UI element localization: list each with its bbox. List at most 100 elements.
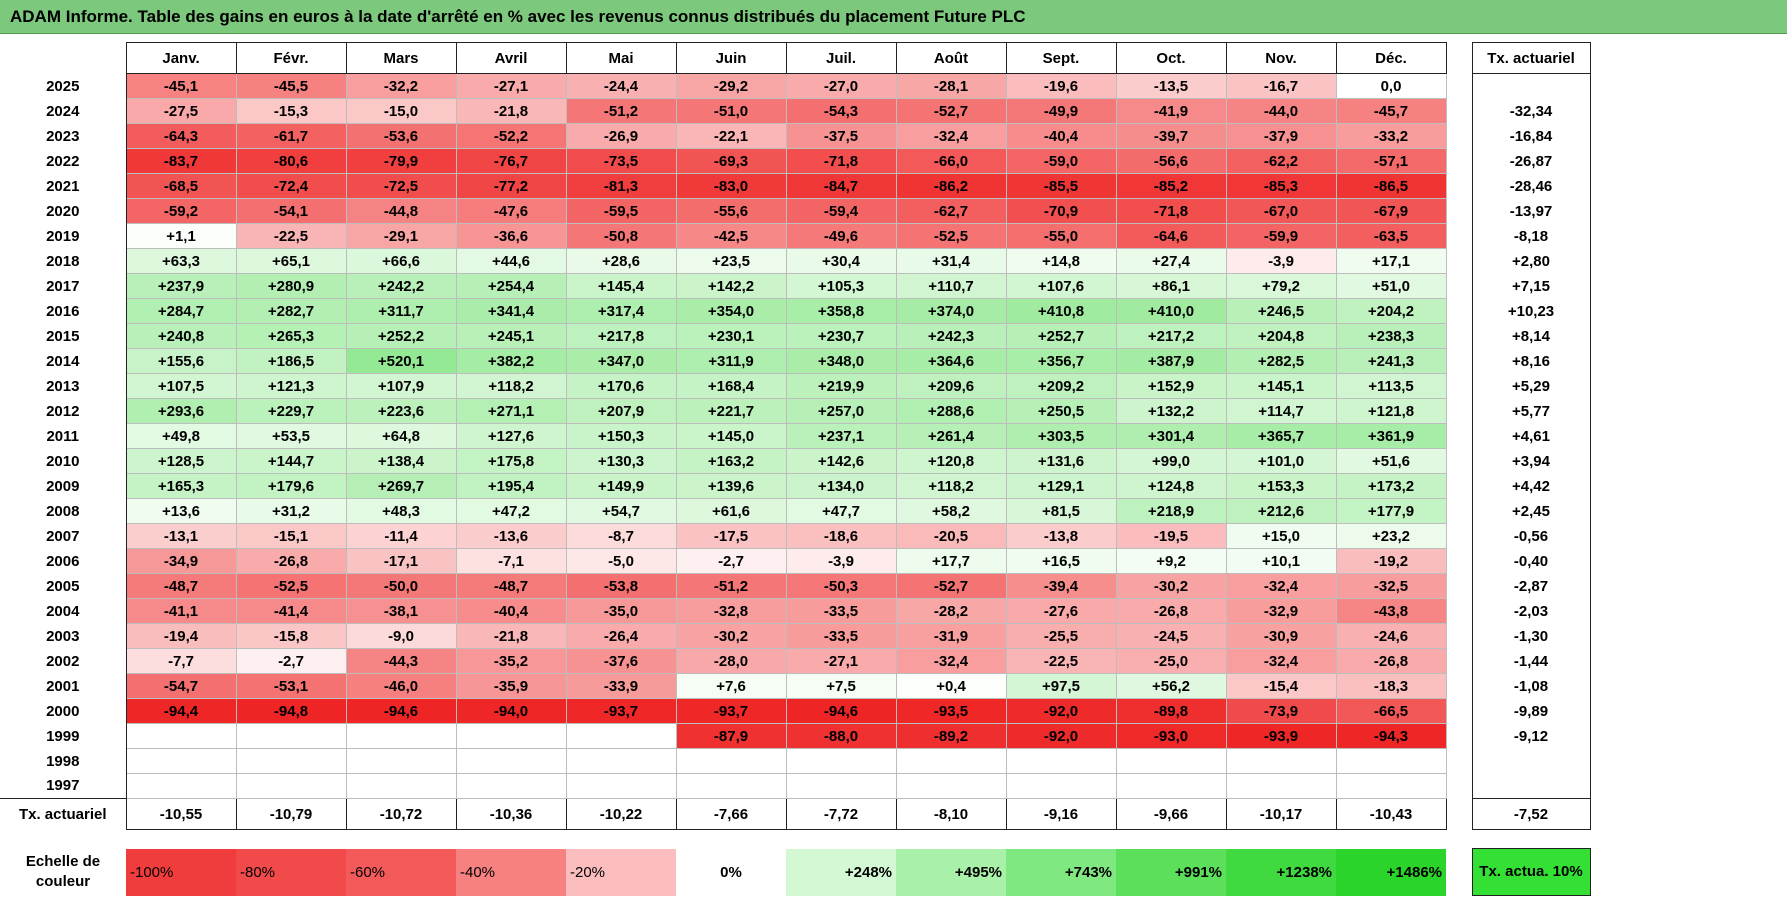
column-gap bbox=[1446, 773, 1472, 799]
heatmap-cell: -79,9 bbox=[345, 148, 457, 174]
year-label: 1997 bbox=[0, 773, 127, 799]
heatmap-cell: +139,6 bbox=[675, 473, 787, 499]
heatmap-cell: -85,5 bbox=[1005, 173, 1117, 199]
heatmap-cell: +229,7 bbox=[235, 398, 347, 424]
heatmap-cell: -54,7 bbox=[125, 673, 237, 699]
heatmap-cell: -35,9 bbox=[455, 673, 567, 699]
table-row: 2013 +107,5 +121,3 +107,9 +118,2 +170,6 +168,4… bbox=[0, 373, 1591, 399]
heatmap-cell: +150,3 bbox=[565, 423, 677, 449]
heatmap-cell: +1,1 bbox=[125, 223, 237, 249]
heatmap-cell: -52,2 bbox=[455, 123, 567, 149]
heatmap-cell: -59,0 bbox=[1005, 148, 1117, 174]
heatmap-cell: -27,1 bbox=[785, 648, 897, 674]
heatmap-cell: -46,0 bbox=[345, 673, 457, 699]
footer-rate-cell: -9,16 bbox=[1005, 798, 1117, 830]
heatmap-cell: -50,3 bbox=[785, 573, 897, 599]
heatmap-cell: +101,0 bbox=[1225, 448, 1337, 474]
heatmap-cell: -41,4 bbox=[235, 598, 347, 624]
column-gap bbox=[1446, 523, 1472, 549]
heatmap-cell: +142,2 bbox=[675, 273, 787, 299]
heatmap-cell: -93,0 bbox=[1115, 723, 1227, 749]
heatmap-cell: -28,1 bbox=[895, 73, 1007, 99]
year-label: 2022 bbox=[0, 148, 127, 174]
heatmap-cell: -93,7 bbox=[675, 698, 787, 724]
heatmap-cell: -19,5 bbox=[1115, 523, 1227, 549]
heatmap-cell: -86,5 bbox=[1335, 173, 1447, 199]
year-label: 2021 bbox=[0, 173, 127, 199]
heatmap-cell: +241,3 bbox=[1335, 348, 1447, 374]
heatmap-cell: -89,2 bbox=[895, 723, 1007, 749]
column-gap bbox=[1446, 548, 1472, 574]
footer-rate-cell: -10,43 bbox=[1335, 798, 1447, 830]
heatmap-cell: +382,2 bbox=[455, 348, 567, 374]
footer-row: Tx. actuariel -10,55 -10,79 -10,72 -10,36 -10… bbox=[0, 798, 1591, 830]
year-label: 2004 bbox=[0, 598, 127, 624]
column-gap bbox=[1446, 598, 1472, 624]
heatmap-cell: +361,9 bbox=[1335, 423, 1447, 449]
heatmap-cell: +374,0 bbox=[895, 298, 1007, 324]
heatmap-cell: -94,3 bbox=[1335, 723, 1447, 749]
heatmap-cell: -62,7 bbox=[895, 198, 1007, 224]
heatmap-cell: +155,6 bbox=[125, 348, 237, 374]
heatmap-cell: -37,6 bbox=[565, 648, 677, 674]
heatmap-cell: -26,9 bbox=[565, 123, 677, 149]
heatmap-cell: -87,9 bbox=[675, 723, 787, 749]
heatmap-cell: -22,5 bbox=[1005, 648, 1117, 674]
heatmap-cell: -83,0 bbox=[675, 173, 787, 199]
heatmap-cell: +31,4 bbox=[895, 248, 1007, 274]
heatmap-cell: +138,4 bbox=[345, 448, 457, 474]
legend-label: Echelle de couleur bbox=[25, 853, 101, 890]
heatmap-cell: -63,5 bbox=[1335, 223, 1447, 249]
heatmap-cell: +64,8 bbox=[345, 423, 457, 449]
year-label: 2011 bbox=[0, 423, 127, 449]
row-rate-cell: -32,34 bbox=[1471, 98, 1591, 124]
heatmap-cell: +16,5 bbox=[1005, 548, 1117, 574]
heatmap-cell: +107,5 bbox=[125, 373, 237, 399]
heatmap-cell: -37,5 bbox=[785, 123, 897, 149]
table-row: 2002 -7,7 -2,7 -44,3 -35,2 -37,6 -28,0 -27,1 -32… bbox=[0, 648, 1591, 674]
heatmap-cell: -22,5 bbox=[235, 223, 347, 249]
heatmap-cell: -26,4 bbox=[565, 623, 677, 649]
heatmap-cell bbox=[1115, 748, 1227, 774]
heatmap-cell: +51,0 bbox=[1335, 273, 1447, 299]
column-gap bbox=[1446, 42, 1472, 74]
heatmap-cell: -48,7 bbox=[125, 573, 237, 599]
heatmap-cell: -40,4 bbox=[1005, 123, 1117, 149]
heatmap-cell: -30,2 bbox=[675, 623, 787, 649]
table-row: 2008 +13,6 +31,2 +48,3 +47,2 +54,7 +61,6 +47,7 +… bbox=[0, 498, 1591, 524]
table-row: 2001 -54,7 -53,1 -46,0 -35,9 -33,9 +7,6 +7,5 +0,… bbox=[0, 673, 1591, 699]
heatmap-cell: -54,1 bbox=[235, 198, 347, 224]
year-label: 2013 bbox=[0, 373, 127, 399]
heatmap-cell: -41,1 bbox=[125, 598, 237, 624]
heatmap-cell: -49,6 bbox=[785, 223, 897, 249]
heatmap-cell: 0,0 bbox=[1335, 73, 1447, 99]
month-header-2: Févr. bbox=[235, 42, 347, 74]
heatmap-cell: +186,5 bbox=[235, 348, 347, 374]
heatmap-cell: -57,1 bbox=[1335, 148, 1447, 174]
heatmap-cell: -18,3 bbox=[1335, 673, 1447, 699]
heatmap-cell: +204,2 bbox=[1335, 298, 1447, 324]
year-label: 2024 bbox=[0, 98, 127, 124]
heatmap-cell: +311,7 bbox=[345, 298, 457, 324]
heatmap-cell bbox=[675, 773, 787, 799]
heatmap-cell: -28,0 bbox=[675, 648, 787, 674]
heatmap-cell: -11,4 bbox=[345, 523, 457, 549]
heatmap-cell: -59,2 bbox=[125, 198, 237, 224]
heatmap-cell bbox=[235, 773, 347, 799]
year-label: 2003 bbox=[0, 623, 127, 649]
row-rate-cell: -2,87 bbox=[1471, 573, 1591, 599]
column-gap bbox=[1446, 298, 1472, 324]
heatmap-cell: -34,9 bbox=[125, 548, 237, 574]
heatmap-cell: -83,7 bbox=[125, 148, 237, 174]
heatmap-cell: +145,1 bbox=[1225, 373, 1337, 399]
heatmap-cell: +51,6 bbox=[1335, 448, 1447, 474]
heatmap-cell: -17,1 bbox=[345, 548, 457, 574]
heatmap-cell: +110,7 bbox=[895, 273, 1007, 299]
heatmap-cell: +121,8 bbox=[1335, 398, 1447, 424]
row-rate-cell: -13,97 bbox=[1471, 198, 1591, 224]
heatmap-cell: -9,0 bbox=[345, 623, 457, 649]
column-gap bbox=[1446, 98, 1472, 124]
heatmap-cell: +30,4 bbox=[785, 248, 897, 274]
heatmap-cell: -19,6 bbox=[1005, 73, 1117, 99]
heatmap-cell: -27,0 bbox=[785, 73, 897, 99]
